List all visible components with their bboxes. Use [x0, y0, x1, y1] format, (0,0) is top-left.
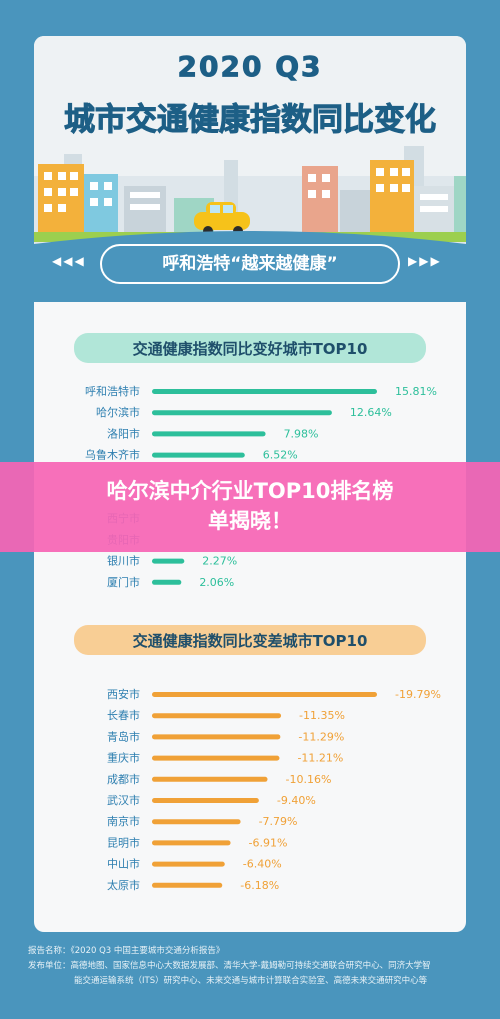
improve-city-label: 银川市 [107, 554, 140, 568]
building-icon [302, 166, 338, 236]
decline-city-label: 昆明市 [107, 835, 140, 849]
improve-bar [152, 410, 332, 416]
decline-bar [152, 713, 282, 719]
decline-city-label: 中山市 [107, 857, 140, 871]
decline-bar [152, 819, 241, 825]
decline-bar [152, 798, 259, 803]
decline-city-label: 成都市 [107, 772, 140, 786]
decline-bar [152, 776, 268, 782]
decline-city-label: 西安市 [107, 687, 140, 701]
improve-value-label: 7.98% [284, 427, 319, 440]
decline-bar-chart: 西安市 -19.79% 长春市 -11.35% 青岛市 -11.29% 重庆市 -11.21%… [107, 687, 441, 892]
improve-bar [152, 431, 266, 437]
decline-city-label: 青岛市 [107, 729, 140, 743]
decline-title-brush [74, 625, 426, 655]
decline-value-label: -11.29% [298, 730, 344, 743]
decline-bar [152, 692, 377, 697]
report-name: 报告名称：《2020 Q3 中国主要城市交通分析报告》 [28, 946, 225, 956]
decline-value-label: -11.35% [299, 709, 345, 722]
decline-value-label: -10.16% [286, 773, 332, 786]
improve-city-label: 乌鲁木齐市 [85, 448, 140, 462]
decline-value-label: -6.18% [240, 879, 279, 892]
decline-value-label: -7.79% [259, 815, 298, 828]
decline-city-label: 南京市 [107, 814, 140, 828]
improve-bar [152, 558, 185, 564]
decline-value-label: -6.91% [249, 836, 288, 849]
decline-value-label: -19.79% [395, 688, 441, 701]
improve-bar [152, 389, 377, 394]
improve-city-label: 洛阳市 [107, 426, 140, 440]
improve-chart-title: 交通健康指数同比变好城市TOP10 [132, 340, 368, 358]
left-arrows: ◀◀◀ [52, 254, 86, 268]
publisher-line-1: 发布单位：高德地图、国家信息中心大数据发展部、清华大学-戴姆勒可持续交通联合研究… [28, 961, 431, 971]
decline-bar [152, 734, 281, 740]
improve-bar [152, 452, 245, 458]
publisher-line-2: 能交通运输系统（ITS）研究中心、未来交通与城市计算联合实验室、高德未来交通研究… [74, 976, 428, 986]
improve-value-label: 15.81% [395, 385, 437, 398]
title-line-1: 2020 Q3 [177, 50, 323, 84]
city-illustration [34, 146, 466, 256]
improve-value-label: 2.06% [199, 576, 234, 589]
decline-value-label: -11.21% [297, 752, 343, 765]
highlight-pill: 呼和浩特“越来越健康” [100, 244, 400, 284]
improve-city-label: 呼和浩特市 [85, 384, 140, 398]
infographic-card: 2020 Q3 城市交通健康指数同比变化 [34, 36, 466, 932]
decline-value-label: -6.40% [243, 858, 282, 871]
decline-bar [152, 840, 231, 846]
improve-title-brush [74, 333, 426, 363]
improve-city-label: 哈尔滨市 [96, 405, 140, 419]
improve-value-label: 12.64% [350, 406, 392, 419]
title-line-2: 城市交通健康指数同比变化 [64, 102, 437, 139]
decline-city-label: 重庆市 [107, 751, 140, 765]
decline-city-label: 长春市 [107, 708, 140, 722]
building-icon [84, 174, 118, 236]
improve-city-label: 厦门市 [107, 575, 140, 589]
decline-bar [152, 882, 223, 888]
decline-city-label: 武汉市 [107, 793, 140, 807]
improve-value-label: 2.27% [202, 555, 237, 568]
improve-bar [152, 579, 182, 585]
banner-line-2: 单揭晓！ [208, 509, 292, 533]
decline-city-label: 太原市 [107, 878, 140, 892]
improve-value-label: 6.52% [263, 449, 298, 462]
decline-bar [152, 755, 280, 761]
decline-bar [152, 861, 225, 867]
promo-banner: 哈尔滨中介行业TOP10排名榜 单揭晓！ [0, 462, 500, 552]
decline-chart-title: 交通健康指数同比变差城市TOP10 [132, 632, 368, 650]
decline-value-label: -9.40% [277, 794, 316, 807]
right-arrows: ▶▶▶ [408, 254, 442, 268]
car-icon [194, 202, 250, 236]
source-footer: 报告名称：《2020 Q3 中国主要城市交通分析报告》 发布单位：高德地图、国家… [28, 944, 478, 989]
banner-line-1: 哈尔滨中介行业TOP10排名榜 [106, 479, 394, 503]
